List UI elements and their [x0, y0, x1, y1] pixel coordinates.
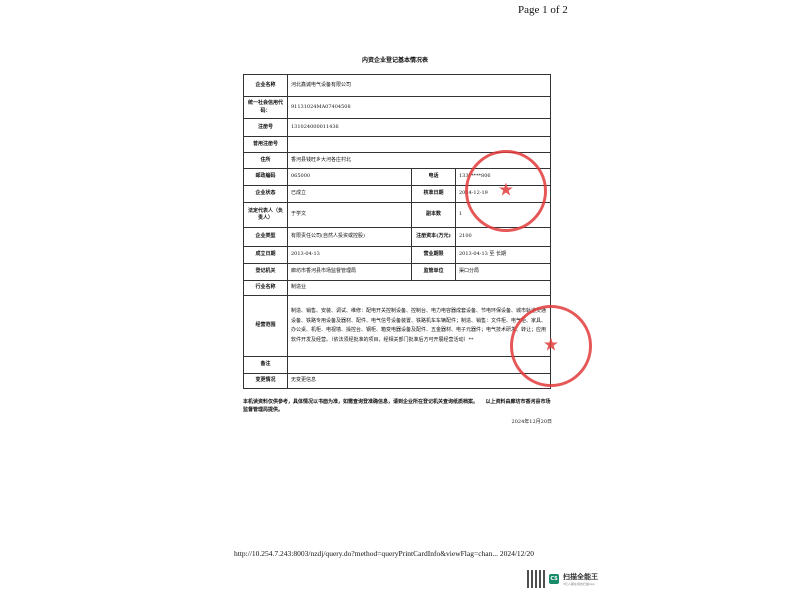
document-title: 内资企业登记基本情况表	[361, 57, 428, 64]
seal-star-icon: ★	[542, 334, 560, 356]
authority: 廊坊市香河县市场监督管理局	[287, 263, 412, 281]
registration-table: 企业名称 河北鑫诚电气设备有限公司 统一社会信用代码： 91131024MA0740…	[243, 74, 552, 389]
label: 行业名称	[243, 280, 288, 296]
changes: 无变更信息	[286, 373, 552, 389]
status: 已成立	[287, 185, 412, 203]
label: 曾用注册号	[243, 136, 288, 153]
label: 统一社会信用代码：	[243, 96, 288, 119]
label: 监管单位	[411, 263, 456, 281]
label: 成立日期	[243, 246, 288, 264]
postcode: 065000	[287, 168, 412, 186]
scanner-app-name: 扫描全能王	[563, 573, 598, 581]
scanner-watermark: CS 扫描全能王 3亿人都在用的扫描App	[527, 570, 598, 588]
legal-rep: 于学文	[287, 202, 412, 228]
label: 注册号	[243, 118, 288, 137]
label: 变更情况	[243, 373, 288, 389]
label: 登记机关	[243, 263, 288, 281]
label: 副本数	[411, 202, 456, 228]
official-seal: ★	[465, 150, 547, 232]
business-scope: 制造、销售、安装、调试、维修：配电开关控制设备、控制台、电力电容器成套设备、节电…	[286, 295, 552, 357]
official-seal-partial: ★	[510, 305, 592, 387]
company-type: 有限责任公司(自然人投资或控股)	[287, 227, 412, 247]
qr-code-icon	[527, 570, 545, 588]
label: 企业类型	[243, 227, 288, 247]
label: 法定代表人（负责人）	[243, 202, 288, 228]
print-url-line: http://10.254.7.243:8003/nzdj/query.do?m…	[234, 549, 535, 558]
page-number: Page 1 of 2	[518, 4, 568, 16]
term: 2013-04-13 至 长期	[454, 246, 552, 264]
company-name: 河北鑫诚电气设备有限公司	[286, 74, 552, 97]
label: 电话	[411, 168, 456, 186]
label: 营业期限	[411, 246, 456, 264]
remarks	[286, 356, 552, 374]
seal-star-icon: ★	[497, 179, 515, 201]
label: 核准日期	[411, 185, 456, 203]
founded: 2013-04-13	[287, 246, 412, 264]
scanner-app-tagline: 3亿人都在用的扫描App	[563, 582, 595, 586]
footer-date: 2024年12月20日	[511, 419, 552, 425]
footer-note: 本机读资料仅供参考，具体情况以书面为准，如需查询登准确信息，请到企业所在登记机关…	[243, 399, 551, 413]
industry: 制造业	[286, 280, 552, 296]
supervisor: 渠口分局	[454, 263, 552, 281]
label: 住所	[243, 152, 288, 169]
label: 备注	[243, 356, 288, 374]
label: 企业名称	[243, 74, 288, 97]
label: 邮政编码	[243, 168, 288, 186]
credit-code: 91131024MA07404508	[286, 96, 552, 119]
label: 经营范围	[243, 295, 288, 357]
label: 注册资本(万元)	[411, 227, 456, 247]
reg-no: 131024000011436	[286, 118, 552, 137]
label: 企业状态	[243, 185, 288, 203]
camscanner-logo-icon: CS	[549, 574, 559, 584]
